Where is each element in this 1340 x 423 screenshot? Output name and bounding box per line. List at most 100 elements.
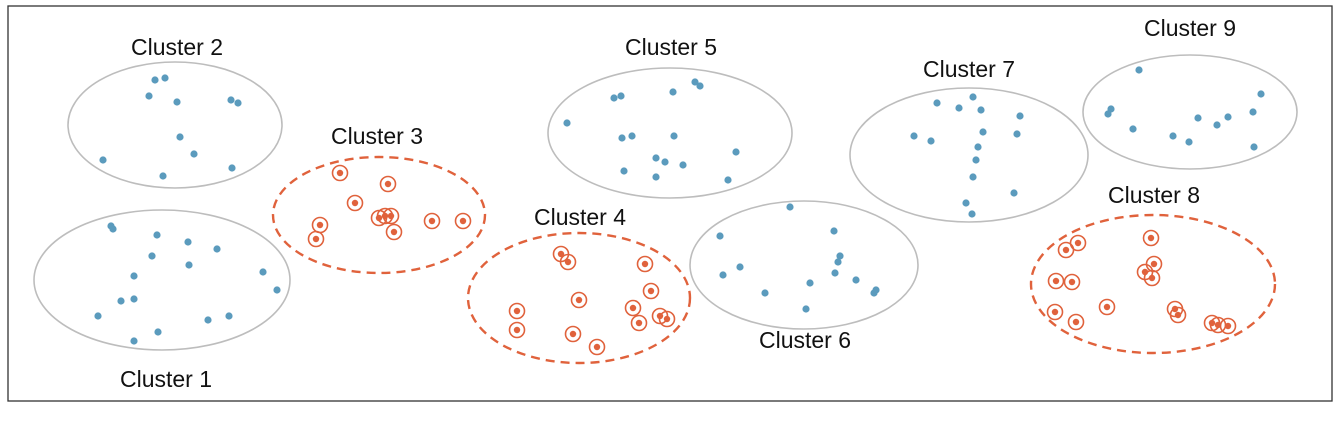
sampled-point-ring (1057, 241, 1075, 259)
sampled-point-dot (351, 199, 359, 207)
point-dot (145, 92, 153, 100)
sampled-point-dot (387, 212, 395, 220)
cluster-5-point (628, 132, 636, 140)
cluster-5-ellipse (547, 67, 793, 199)
sampled-point-dot (569, 330, 577, 338)
point-dot (1224, 113, 1232, 121)
cluster-2-point (151, 76, 159, 84)
sampled-point-ring (331, 164, 349, 182)
cluster-5-point (669, 88, 677, 96)
point-dot (836, 252, 844, 260)
point-dot (927, 137, 935, 145)
cluster-3-point (331, 164, 349, 182)
cluster-6-point (761, 289, 769, 297)
point-dot (148, 252, 156, 260)
cluster-3-point (307, 230, 325, 248)
point-dot (153, 231, 161, 239)
point-dot (176, 133, 184, 141)
cluster-7-point (974, 143, 982, 151)
sampled-point-dot (593, 343, 601, 351)
sampled-point-ring (1046, 303, 1064, 321)
point-dot (761, 289, 769, 297)
sampled-point-ring (1047, 272, 1065, 290)
cluster-6-label: Cluster 6 (759, 327, 851, 353)
cluster-1-ellipse (33, 209, 291, 351)
cluster-6-point (830, 227, 838, 235)
sampled-point-ring (307, 230, 325, 248)
cluster-1-point (184, 238, 192, 246)
cluster-8-point (1142, 229, 1160, 247)
cluster-1-point (225, 312, 233, 320)
cluster-5-point (618, 134, 626, 142)
cluster-3-point (382, 207, 400, 225)
cluster-4-ellipse (466, 231, 692, 365)
cluster-4-label: Cluster 4 (534, 204, 626, 230)
cluster-9: Cluster 9 (1082, 15, 1298, 170)
cluster-8-point (1067, 313, 1085, 331)
cluster-7: Cluster 7 (849, 56, 1089, 223)
cluster-2: Cluster 2 (67, 34, 283, 189)
cluster-2-point (234, 99, 242, 107)
cluster-5-label: Cluster 5 (625, 34, 717, 60)
cluster-2-point (145, 92, 153, 100)
point-dot (154, 328, 162, 336)
cluster-8-point (1057, 241, 1075, 259)
point-dot (831, 269, 839, 277)
cluster-7-point (962, 199, 970, 207)
point-dot (716, 232, 724, 240)
sampled-point-ring (1219, 317, 1237, 335)
cluster-8-point (1169, 306, 1187, 324)
sampled-point-ring (1143, 269, 1161, 287)
cluster-7-point (927, 137, 935, 145)
cluster-4-point (658, 310, 676, 328)
point-dot (1016, 112, 1024, 120)
point-dot (670, 132, 678, 140)
cluster-2-point (190, 150, 198, 158)
cluster-1-point (204, 316, 212, 324)
point-dot (130, 272, 138, 280)
point-dot (972, 156, 980, 164)
sampled-point-dot (428, 217, 436, 225)
cluster-1-point (154, 328, 162, 336)
cluster-2-point (227, 96, 235, 104)
cluster-6-point (786, 203, 794, 211)
cluster-6-point (736, 263, 744, 271)
point-dot (652, 173, 660, 181)
diagram-frame (7, 5, 1333, 402)
point-dot (969, 173, 977, 181)
sampled-point-ring (658, 310, 676, 328)
cluster-7-ellipse (849, 87, 1089, 223)
cluster-5-point (724, 176, 732, 184)
cluster-1-point (130, 272, 138, 280)
sampled-point-ring (570, 291, 588, 309)
sampled-point-dot (459, 217, 467, 225)
cluster-6-point (716, 232, 724, 240)
sampled-point-dot (336, 169, 344, 177)
point-dot (732, 148, 740, 156)
point-dot (1013, 130, 1021, 138)
point-dot (933, 99, 941, 107)
cluster-1-point (148, 252, 156, 260)
point-dot (870, 289, 878, 297)
sampled-point-dot (1103, 303, 1111, 311)
sampled-point-ring (636, 255, 654, 273)
cluster-1-label: Cluster 1 (120, 366, 212, 392)
sampled-point-ring (508, 302, 526, 320)
cluster-1-point (259, 268, 267, 276)
sampled-point-ring (624, 299, 642, 317)
cluster-9-point (1249, 108, 1257, 116)
cluster-2-point (176, 133, 184, 141)
cluster-7-point (972, 156, 980, 164)
cluster-3-point (379, 175, 397, 193)
cluster-7-point (969, 93, 977, 101)
point-dot (962, 199, 970, 207)
cluster-5-point (652, 154, 660, 162)
cluster-6-point (806, 279, 814, 287)
points-layer (94, 66, 1265, 356)
cluster-5-point (691, 78, 699, 86)
point-dot (830, 227, 838, 235)
point-dot (204, 316, 212, 324)
cluster-3: Cluster 3 (271, 123, 487, 275)
